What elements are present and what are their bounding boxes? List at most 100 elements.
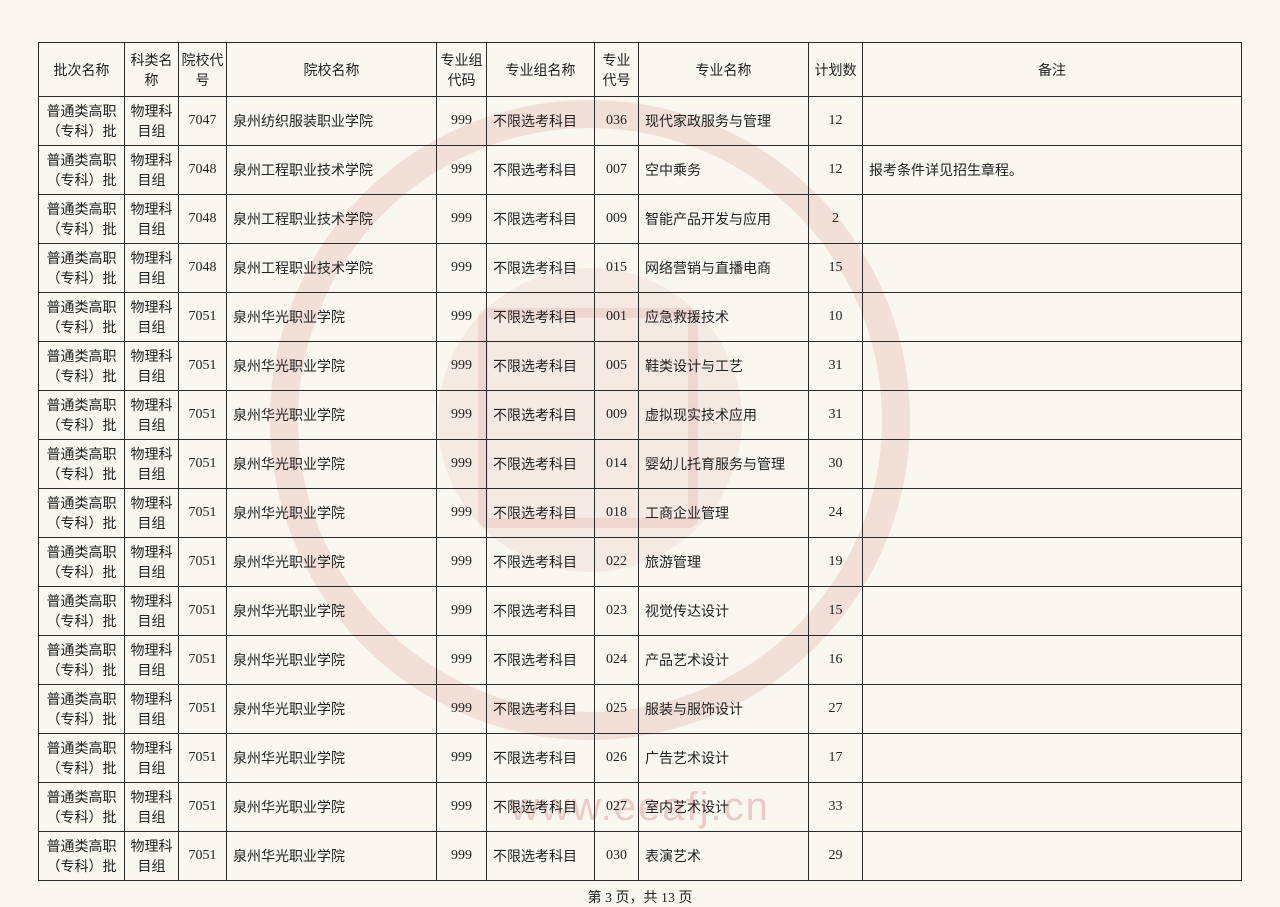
cell-groupCode: 999 [437, 538, 487, 587]
cell-schoolCode: 7047 [179, 97, 227, 146]
cell-remark [863, 293, 1242, 342]
cell-groupCode: 999 [437, 832, 487, 881]
cell-majorName: 工商企业管理 [639, 489, 809, 538]
cell-groupCode: 999 [437, 440, 487, 489]
cell-majorName: 虚拟现实技术应用 [639, 391, 809, 440]
cell-subject: 物理科目组 [125, 342, 179, 391]
cell-groupName: 不限选考科目 [487, 538, 595, 587]
cell-subject: 物理科目组 [125, 538, 179, 587]
cell-groupName: 不限选考科目 [487, 342, 595, 391]
table-row: 普通类高职（专科）批物理科目组7051泉州华光职业学院999不限选考科目022旅… [39, 538, 1242, 587]
table-row: 普通类高职（专科）批物理科目组7051泉州华光职业学院999不限选考科目025服… [39, 685, 1242, 734]
cell-schoolName: 泉州华光职业学院 [227, 440, 437, 489]
cell-batch: 普通类高职（专科）批 [39, 734, 125, 783]
cell-groupName: 不限选考科目 [487, 244, 595, 293]
table-row: 普通类高职（专科）批物理科目组7051泉州华光职业学院999不限选考科目005鞋… [39, 342, 1242, 391]
table-row: 普通类高职（专科）批物理科目组7048泉州工程职业技术学院999不限选考科目00… [39, 195, 1242, 244]
col-batch: 批次名称 [39, 43, 125, 97]
table-row: 普通类高职（专科）批物理科目组7051泉州华光职业学院999不限选考科目024产… [39, 636, 1242, 685]
cell-plan: 15 [809, 587, 863, 636]
cell-plan: 12 [809, 146, 863, 195]
cell-majorName: 产品艺术设计 [639, 636, 809, 685]
cell-groupName: 不限选考科目 [487, 195, 595, 244]
cell-groupName: 不限选考科目 [487, 440, 595, 489]
cell-plan: 29 [809, 832, 863, 881]
cell-groupCode: 999 [437, 489, 487, 538]
cell-batch: 普通类高职（专科）批 [39, 440, 125, 489]
cell-majorCode: 027 [595, 783, 639, 832]
cell-remark [863, 685, 1242, 734]
cell-majorCode: 026 [595, 734, 639, 783]
cell-subject: 物理科目组 [125, 783, 179, 832]
table-row: 普通类高职（专科）批物理科目组7048泉州工程职业技术学院999不限选考科目01… [39, 244, 1242, 293]
cell-schoolName: 泉州华光职业学院 [227, 489, 437, 538]
cell-plan: 27 [809, 685, 863, 734]
cell-majorName: 婴幼儿托育服务与管理 [639, 440, 809, 489]
cell-majorCode: 009 [595, 195, 639, 244]
col-remark: 备注 [863, 43, 1242, 97]
cell-groupCode: 999 [437, 587, 487, 636]
cell-groupName: 不限选考科目 [487, 636, 595, 685]
cell-batch: 普通类高职（专科）批 [39, 636, 125, 685]
cell-groupCode: 999 [437, 734, 487, 783]
table-row: 普通类高职（专科）批物理科目组7051泉州华光职业学院999不限选考科目023视… [39, 587, 1242, 636]
cell-plan: 2 [809, 195, 863, 244]
cell-majorCode: 009 [595, 391, 639, 440]
cell-majorName: 鞋类设计与工艺 [639, 342, 809, 391]
cell-schoolName: 泉州华光职业学院 [227, 734, 437, 783]
cell-majorCode: 036 [595, 97, 639, 146]
cell-batch: 普通类高职（专科）批 [39, 195, 125, 244]
cell-subject: 物理科目组 [125, 391, 179, 440]
cell-schoolName: 泉州华光职业学院 [227, 832, 437, 881]
cell-groupName: 不限选考科目 [487, 293, 595, 342]
table-body: 普通类高职（专科）批物理科目组7047泉州纺织服装职业学院999不限选考科目03… [39, 97, 1242, 881]
cell-remark [863, 391, 1242, 440]
cell-majorName: 视觉传达设计 [639, 587, 809, 636]
cell-subject: 物理科目组 [125, 587, 179, 636]
cell-plan: 30 [809, 440, 863, 489]
table-row: 普通类高职（专科）批物理科目组7047泉州纺织服装职业学院999不限选考科目03… [39, 97, 1242, 146]
cell-subject: 物理科目组 [125, 489, 179, 538]
cell-batch: 普通类高职（专科）批 [39, 832, 125, 881]
cell-plan: 15 [809, 244, 863, 293]
cell-schoolName: 泉州纺织服装职业学院 [227, 97, 437, 146]
cell-batch: 普通类高职（专科）批 [39, 685, 125, 734]
table-row: 普通类高职（专科）批物理科目组7048泉州工程职业技术学院999不限选考科目00… [39, 146, 1242, 195]
table-header-row: 批次名称 科类名称 院校代号 院校名称 专业组代码 专业组名称 专业代号 专业名… [39, 43, 1242, 97]
cell-remark [863, 538, 1242, 587]
table-row: 普通类高职（专科）批物理科目组7051泉州华光职业学院999不限选考科目018工… [39, 489, 1242, 538]
cell-plan: 16 [809, 636, 863, 685]
cell-batch: 普通类高职（专科）批 [39, 293, 125, 342]
cell-remark [863, 342, 1242, 391]
cell-subject: 物理科目组 [125, 97, 179, 146]
cell-subject: 物理科目组 [125, 244, 179, 293]
cell-schoolCode: 7051 [179, 342, 227, 391]
cell-schoolName: 泉州华光职业学院 [227, 587, 437, 636]
col-school-name: 院校名称 [227, 43, 437, 97]
cell-groupName: 不限选考科目 [487, 391, 595, 440]
cell-groupName: 不限选考科目 [487, 146, 595, 195]
cell-groupCode: 999 [437, 293, 487, 342]
table-row: 普通类高职（专科）批物理科目组7051泉州华光职业学院999不限选考科目009虚… [39, 391, 1242, 440]
cell-groupCode: 999 [437, 636, 487, 685]
cell-remark [863, 440, 1242, 489]
cell-groupName: 不限选考科目 [487, 783, 595, 832]
cell-majorCode: 030 [595, 832, 639, 881]
cell-batch: 普通类高职（专科）批 [39, 391, 125, 440]
cell-majorCode: 018 [595, 489, 639, 538]
cell-schoolName: 泉州工程职业技术学院 [227, 195, 437, 244]
cell-plan: 24 [809, 489, 863, 538]
cell-majorName: 智能产品开发与应用 [639, 195, 809, 244]
cell-plan: 33 [809, 783, 863, 832]
cell-batch: 普通类高职（专科）批 [39, 244, 125, 293]
cell-subject: 物理科目组 [125, 832, 179, 881]
cell-schoolName: 泉州华光职业学院 [227, 783, 437, 832]
cell-subject: 物理科目组 [125, 440, 179, 489]
page-number: 第 3 页，共 13 页 [38, 887, 1242, 907]
cell-groupName: 不限选考科目 [487, 685, 595, 734]
cell-majorName: 广告艺术设计 [639, 734, 809, 783]
table-row: 普通类高职（专科）批物理科目组7051泉州华光职业学院999不限选考科目027室… [39, 783, 1242, 832]
cell-majorName: 服装与服饰设计 [639, 685, 809, 734]
cell-plan: 19 [809, 538, 863, 587]
cell-groupCode: 999 [437, 685, 487, 734]
